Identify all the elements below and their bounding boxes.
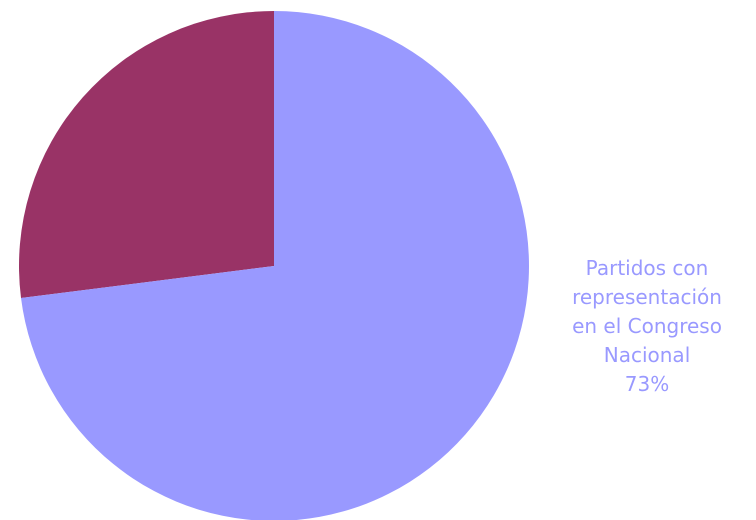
pie-slice-label-1: Partidos con representación en el Congreso… xyxy=(572,256,722,396)
pie-slice-label-line: Nacional xyxy=(604,343,691,367)
pie-slice-label-line: 73% xyxy=(625,372,669,396)
pie-slice-label-line: Partidos con xyxy=(586,256,709,280)
pie-slice-0 xyxy=(18,11,275,298)
pie-slice-label-line: en el Congreso xyxy=(572,314,722,338)
pie-slice-label-line: representación xyxy=(572,285,722,309)
pie-slice-1 xyxy=(21,11,529,520)
